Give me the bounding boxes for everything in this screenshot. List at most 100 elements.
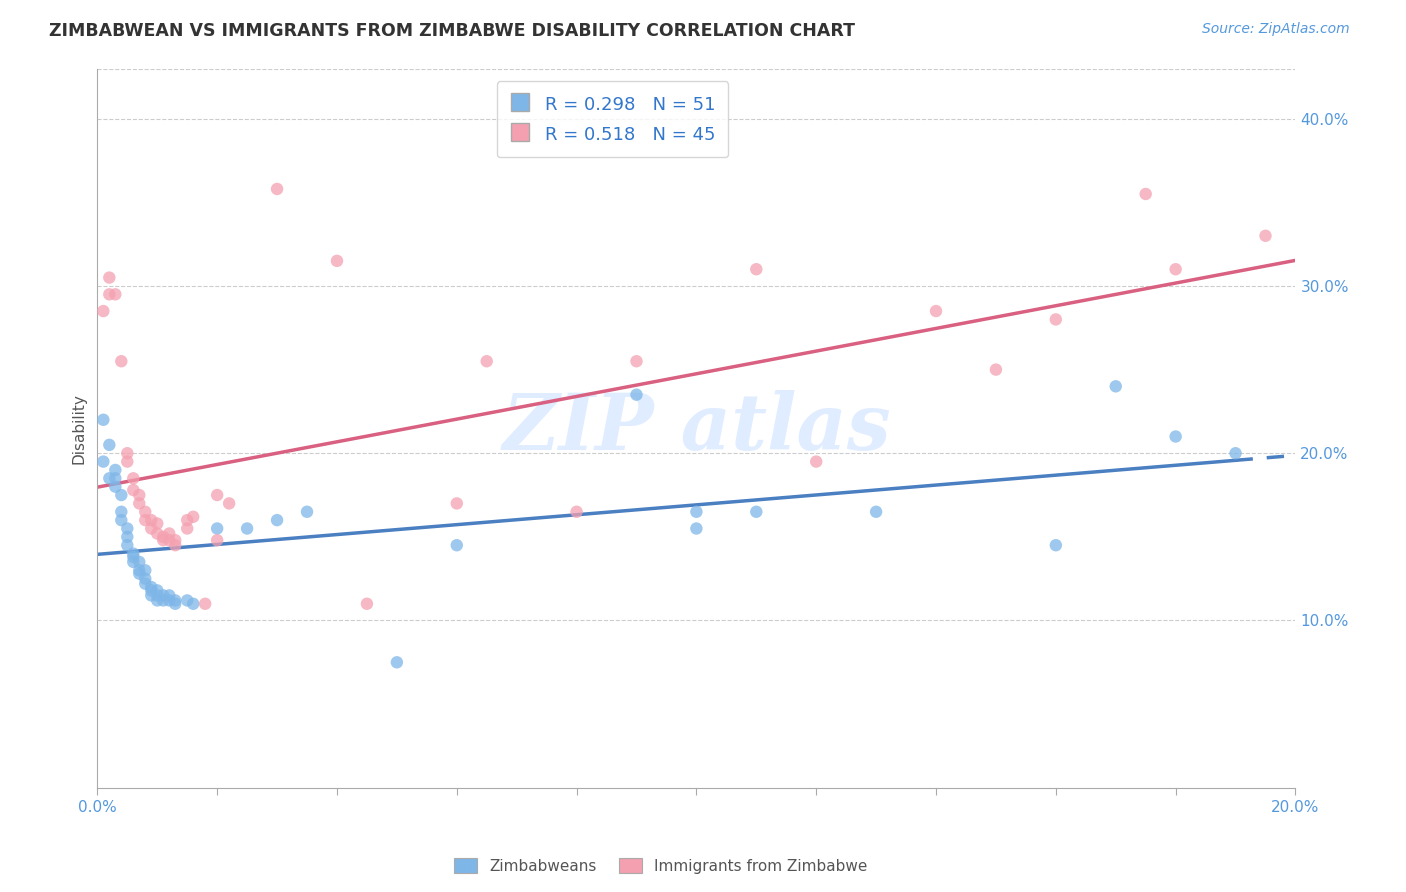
Point [141, 588, 163, 602]
Point [1164, 262, 1187, 277]
Point [157, 593, 180, 607]
Point [236, 521, 259, 535]
Point [128, 563, 150, 577]
Point [122, 547, 145, 561]
Point [446, 538, 468, 552]
Point [141, 583, 163, 598]
Point [117, 530, 139, 544]
Point [475, 354, 498, 368]
Point [152, 593, 174, 607]
Point [1105, 379, 1128, 393]
Point [165, 538, 187, 552]
Point [117, 521, 139, 535]
Point [128, 555, 150, 569]
Point [134, 576, 156, 591]
Point [98, 287, 121, 301]
Point [110, 505, 132, 519]
Point [1045, 538, 1067, 552]
Point [128, 488, 150, 502]
Point [266, 513, 288, 527]
Point [117, 454, 139, 468]
Text: ZIP atlas: ZIP atlas [502, 390, 891, 467]
Point [745, 505, 768, 519]
Point [157, 526, 180, 541]
Point [176, 521, 198, 535]
Point [925, 304, 948, 318]
Point [152, 533, 174, 548]
Point [152, 530, 174, 544]
Point [134, 505, 156, 519]
Point [104, 463, 127, 477]
Point [134, 572, 156, 586]
Point [157, 533, 180, 548]
Point [205, 533, 228, 548]
Point [104, 287, 127, 301]
Point [984, 362, 1007, 376]
Point [865, 505, 887, 519]
Point [146, 593, 169, 607]
Point [146, 588, 169, 602]
Point [117, 446, 139, 460]
Point [745, 262, 768, 277]
Point [685, 505, 707, 519]
Point [117, 538, 139, 552]
Point [176, 593, 198, 607]
Point [806, 454, 828, 468]
Point [110, 488, 132, 502]
Point [157, 588, 180, 602]
Point [1225, 446, 1247, 460]
Point [146, 583, 169, 598]
Point [326, 253, 349, 268]
Text: ZIMBABWEAN VS IMMIGRANTS FROM ZIMBABWE DISABILITY CORRELATION CHART: ZIMBABWEAN VS IMMIGRANTS FROM ZIMBABWE D… [49, 22, 855, 40]
Point [146, 516, 169, 531]
Point [205, 488, 228, 502]
Point [565, 505, 588, 519]
Legend: Zimbabweans, Immigrants from Zimbabwe: Zimbabweans, Immigrants from Zimbabwe [447, 852, 875, 880]
Point [98, 471, 121, 485]
Point [152, 588, 174, 602]
Point [141, 580, 163, 594]
Point [626, 387, 648, 401]
Point [93, 413, 115, 427]
Point [266, 182, 288, 196]
Point [110, 354, 132, 368]
Point [104, 480, 127, 494]
Point [122, 549, 145, 564]
Point [93, 304, 115, 318]
Point [134, 563, 156, 577]
Y-axis label: Disability: Disability [72, 392, 86, 464]
Point [1164, 429, 1187, 443]
Point [141, 513, 163, 527]
Point [93, 454, 115, 468]
Point [205, 521, 228, 535]
Point [128, 496, 150, 510]
Legend: R = 0.298   N = 51, R = 0.518   N = 45: R = 0.298 N = 51, R = 0.518 N = 45 [496, 81, 728, 157]
Point [685, 521, 707, 535]
Point [165, 533, 187, 548]
Point [1135, 186, 1157, 201]
Point [122, 471, 145, 485]
Point [446, 496, 468, 510]
Point [134, 513, 156, 527]
Point [122, 555, 145, 569]
Point [98, 270, 121, 285]
Point [356, 597, 378, 611]
Text: Source: ZipAtlas.com: Source: ZipAtlas.com [1202, 22, 1350, 37]
Point [141, 521, 163, 535]
Point [181, 597, 204, 611]
Point [626, 354, 648, 368]
Point [110, 513, 132, 527]
Point [385, 655, 408, 669]
Point [104, 471, 127, 485]
Point [128, 566, 150, 581]
Point [181, 509, 204, 524]
Point [1254, 228, 1277, 243]
Point [146, 526, 169, 541]
Point [295, 505, 318, 519]
Point [165, 597, 187, 611]
Point [194, 597, 217, 611]
Point [1045, 312, 1067, 326]
Point [122, 483, 145, 497]
Point [98, 438, 121, 452]
Point [218, 496, 240, 510]
